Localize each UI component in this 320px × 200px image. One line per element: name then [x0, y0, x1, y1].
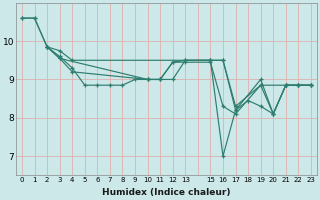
X-axis label: Humidex (Indice chaleur): Humidex (Indice chaleur) [102, 188, 231, 197]
